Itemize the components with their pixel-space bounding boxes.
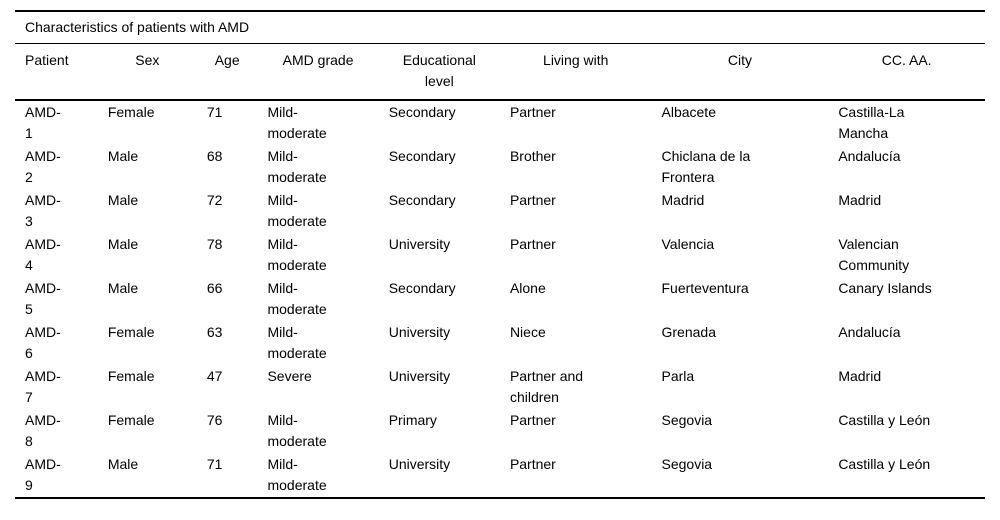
column-header: Living with (499, 44, 652, 101)
table-cell: Andalucía (838, 148, 901, 164)
table-cell: 76 (206, 412, 223, 428)
table-title: Characteristics of patients with AMD (15, 12, 985, 44)
table-cell: Madrid (838, 192, 882, 208)
table-cell: Partner (509, 412, 556, 428)
table-cell: Mild- moderate (267, 412, 327, 449)
table-cell: Male (107, 280, 139, 296)
table-cell: Mild- moderate (267, 236, 327, 273)
table-row: AMD- 4 Male 78 Mild- moderate University Part… (15, 233, 985, 277)
table-cell: Mild- moderate (267, 192, 327, 229)
table-cell: Partner (509, 456, 556, 472)
table-cell: Alone (509, 280, 546, 296)
table-cell: Secondary (388, 192, 456, 208)
column-header: Sex (97, 44, 197, 101)
table-cell: Andalucía (838, 324, 901, 340)
table-cell: Mild- moderate (267, 148, 327, 185)
table-row: AMD- 8 Female 76 Mild- moderate Primary Partn… (15, 409, 985, 453)
header-row: Patient Sex Age AMD grade Educational level L… (15, 44, 985, 101)
table-cell: Albacete (661, 104, 716, 120)
table-cell: Mild- moderate (267, 324, 327, 361)
table-cell: Severe (267, 368, 312, 384)
table-cell: Castilla-La Mancha (838, 104, 905, 141)
table-cell: Mild- moderate (267, 456, 327, 493)
table-cell: AMD- 4 (25, 236, 61, 273)
table-row: AMD- 7 Female 47 Severe University Partner an… (15, 365, 985, 409)
table-cell: Secondary (388, 148, 456, 164)
table-cell: AMD- 1 (25, 104, 61, 141)
table-row: AMD- 3 Male 72 Mild- moderate Secondary Partn… (15, 189, 985, 233)
table-cell: Valencian Community (838, 236, 910, 273)
table-cell: Partner (509, 236, 556, 252)
table-cell: 63 (206, 324, 223, 340)
table-cell: Female (107, 324, 155, 340)
table-cell: Castilla y León (838, 456, 931, 472)
patient-characteristics-table: Characteristics of patients with AMD Pat… (15, 10, 985, 499)
table-cell: Segovia (661, 456, 713, 472)
table-cell: Female (107, 104, 155, 120)
table-cell: AMD- 3 (25, 192, 61, 229)
table-row: AMD- 2 Male 68 Mild- moderate Secondary Broth… (15, 145, 985, 189)
table-cell: AMD- 7 (25, 368, 61, 405)
table-cell: Partner (509, 192, 556, 208)
column-header: AMD grade (257, 44, 379, 101)
table-cell: Niece (509, 324, 546, 340)
table-cell: 72 (206, 192, 223, 208)
table-cell: Male (107, 192, 139, 208)
table-cell: Female (107, 412, 155, 428)
table-row: AMD- 1 Female 71 Mild- moderate Secondary Par… (15, 100, 985, 145)
table-cell: 68 (206, 148, 223, 164)
table-cell: AMD- 6 (25, 324, 61, 361)
table-cell: Valencia (661, 236, 715, 252)
table-cell: Parla (661, 368, 695, 384)
table-cell: Madrid (661, 192, 705, 208)
table-cell: Primary (388, 412, 437, 428)
table-cell: AMD- 9 (25, 456, 61, 493)
data-table: Patient Sex Age AMD grade Educational level L… (15, 44, 985, 497)
table-cell: University (388, 368, 451, 384)
table-cell: Mild- moderate (267, 280, 327, 317)
table-cell: Grenada (661, 324, 716, 340)
table-cell: Segovia (661, 412, 713, 428)
column-header: Age (196, 44, 258, 101)
table-row: AMD- 9 Male 71 Mild- moderate University Part… (15, 453, 985, 497)
table-cell: Canary Islands (838, 280, 932, 296)
table-cell: University (388, 236, 451, 252)
table-cell: 71 (206, 456, 223, 472)
table-cell: Castilla y León (838, 412, 931, 428)
table-cell: Male (107, 456, 139, 472)
table-cell: Secondary (388, 280, 456, 296)
table-cell: AMD- 5 (25, 280, 61, 317)
table-cell: Female (107, 368, 155, 384)
table-cell: 47 (206, 368, 223, 384)
table-cell: Partner (509, 104, 556, 120)
column-header: Patient (15, 44, 98, 101)
table-cell: Partner and children (509, 368, 584, 405)
table-cell: Madrid (838, 368, 882, 384)
table-cell: 78 (206, 236, 223, 252)
table-cell: Brother (509, 148, 556, 164)
table-cell: University (388, 324, 451, 340)
column-header: City (651, 44, 829, 101)
table-cell: Fuerteventura (661, 280, 749, 296)
table-row: AMD- 5 Male 66 Mild- moderate Secondary Alone… (15, 277, 985, 321)
table-cell: 66 (206, 280, 223, 296)
column-header: CC. AA. (828, 44, 985, 101)
table-body: AMD- 1 Female 71 Mild- moderate Secondary Par… (15, 100, 985, 497)
table-cell: Chiclana de la Frontera (661, 148, 751, 185)
table-cell: Male (107, 236, 139, 252)
table-cell: Mild- moderate (267, 104, 327, 141)
table-cell: AMD- 2 (25, 148, 61, 185)
column-header: Educational level (378, 44, 500, 101)
table-row: AMD- 6 Female 63 Mild- moderate University Ni… (15, 321, 985, 365)
table-cell: Male (107, 148, 139, 164)
table-cell: Secondary (388, 104, 456, 120)
table-cell: AMD- 8 (25, 412, 61, 449)
table-cell: University (388, 456, 451, 472)
table-cell: 71 (206, 104, 223, 120)
